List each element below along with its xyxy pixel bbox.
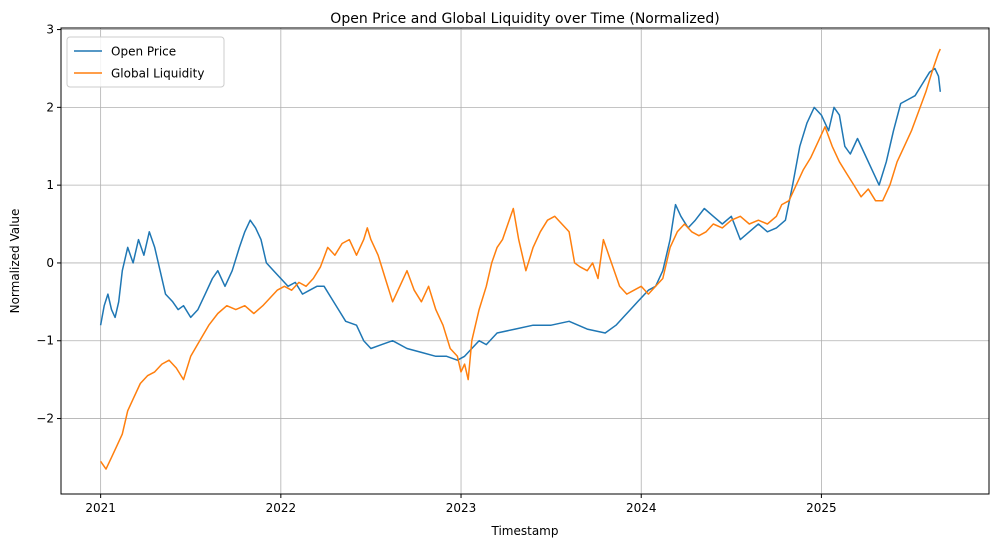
y-tick-label: 2 bbox=[46, 100, 54, 114]
series-line-open-price bbox=[99, 67, 942, 361]
y-tick-label: −2 bbox=[36, 412, 54, 426]
x-axis-label: Timestamp bbox=[491, 524, 559, 538]
legend-label-global-liquidity: Global Liquidity bbox=[111, 67, 204, 81]
ticks: 2021 2022 2023 2024 2025 −2 −1 0 1 2 3 bbox=[36, 23, 836, 515]
legend: Open Price Global Liquidity bbox=[66, 36, 225, 88]
series-line-global-liquidity bbox=[99, 48, 941, 470]
x-tick-label: 2025 bbox=[806, 501, 837, 515]
x-tick-label: 2022 bbox=[266, 501, 297, 515]
x-tick-label: 2024 bbox=[626, 501, 657, 515]
series-layer bbox=[99, 48, 942, 470]
legend-label-open-price: Open Price bbox=[111, 45, 176, 59]
legend-box bbox=[66, 36, 225, 88]
y-tick-label: −1 bbox=[36, 334, 54, 348]
x-tick-label: 2021 bbox=[85, 501, 116, 515]
y-axis-label: Normalized Value bbox=[8, 209, 22, 314]
chart-title: Open Price and Global Liquidity over Tim… bbox=[330, 11, 719, 27]
y-tick-label: 3 bbox=[46, 23, 54, 37]
y-tick-label: 1 bbox=[46, 178, 54, 192]
plot-frame bbox=[60, 27, 990, 495]
x-tick-label: 2023 bbox=[446, 501, 477, 515]
y-tick-label: 0 bbox=[46, 256, 54, 270]
